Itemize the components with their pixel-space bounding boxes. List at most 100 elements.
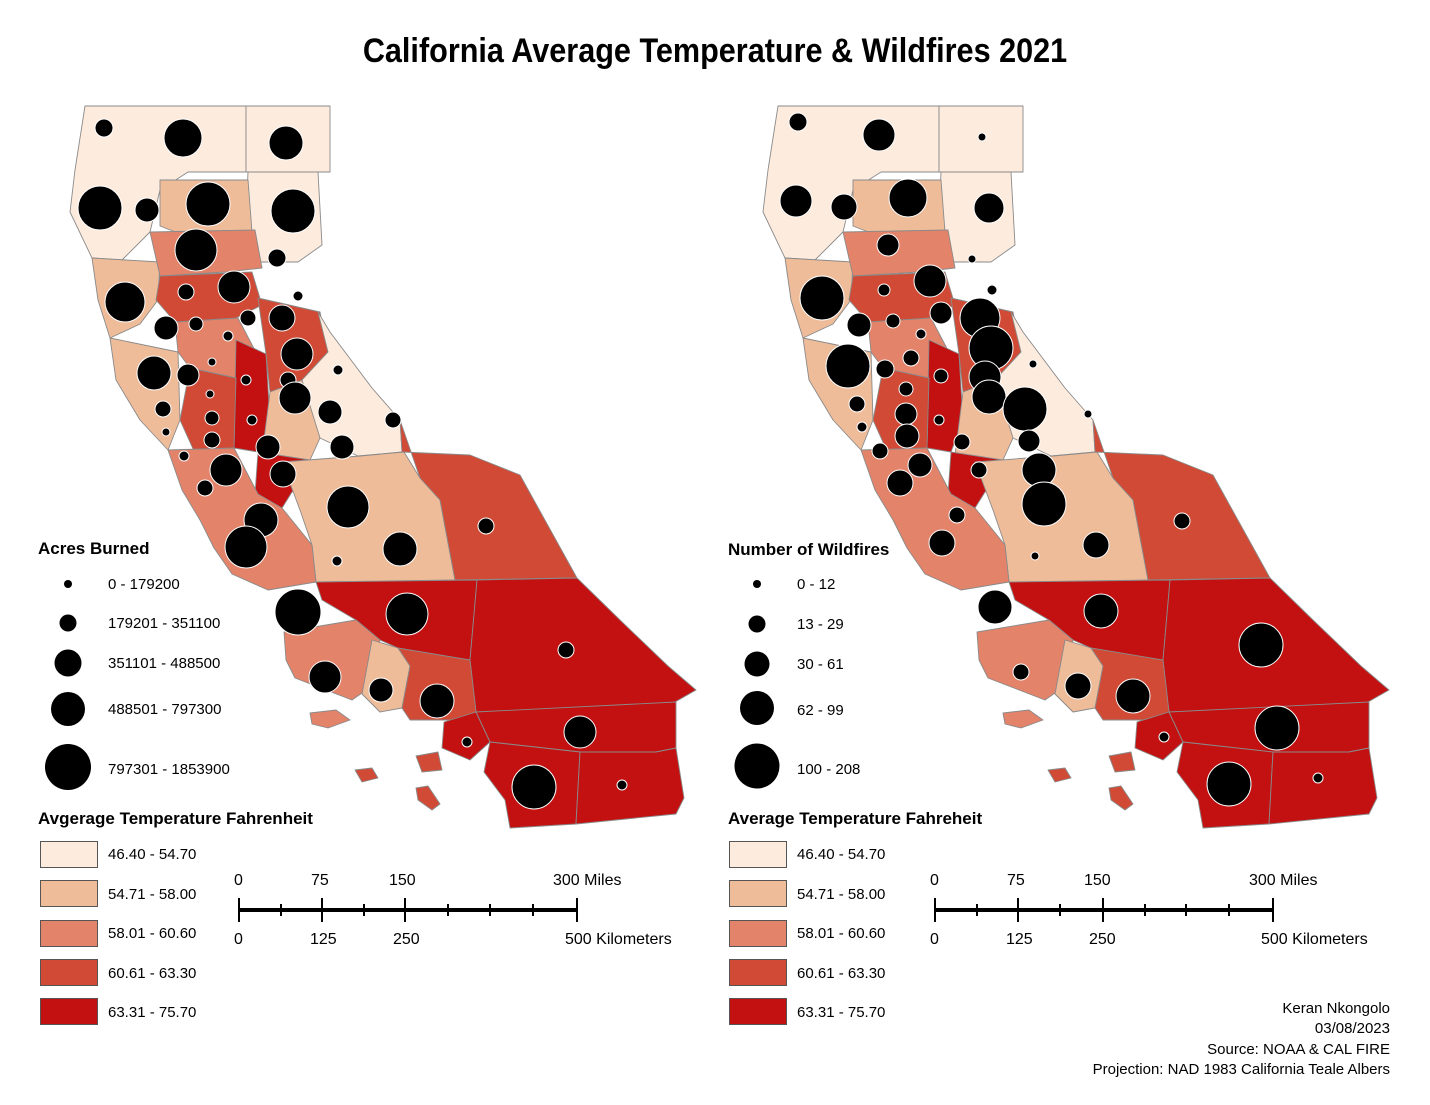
proportional-symbol [907, 452, 933, 478]
proportional-symbol [163, 118, 203, 158]
county-region [1268, 747, 1378, 825]
acres-burned-symbols [77, 118, 628, 810]
proportional-symbol [986, 284, 998, 296]
temp-class-2: 54.71 - 58.00 [108, 886, 197, 903]
temperature-regions-left [69, 105, 697, 829]
county-region [415, 751, 443, 773]
county-region [1108, 785, 1134, 811]
proportional-symbol [1012, 663, 1030, 681]
proportional-symbol [222, 330, 234, 342]
scale-mi-0: 0 [234, 872, 243, 889]
proportional-symbol [830, 193, 858, 221]
proportional-symbol [134, 197, 160, 223]
proportional-symbol [161, 427, 171, 437]
proportional-symbol [886, 469, 914, 497]
proportional-symbol [188, 316, 204, 332]
proportional-symbol [196, 479, 214, 497]
proportional-symbol [419, 683, 455, 719]
county-region [354, 767, 379, 783]
count-class-5: 100 - 208 [797, 761, 861, 778]
proportional-symbol [278, 381, 312, 415]
proportional-symbol [331, 555, 343, 567]
proportional-symbol [871, 442, 889, 460]
proportional-symbol [174, 228, 218, 272]
proportional-symbol [317, 399, 343, 425]
proportional-symbol [153, 315, 179, 341]
proportional-symbol [240, 374, 252, 386]
proportional-symbol [255, 434, 281, 460]
proportional-symbol [385, 592, 429, 636]
symbol-size-1 [64, 580, 72, 588]
symbol-size-3 [54, 649, 82, 677]
proportional-symbol [557, 641, 575, 659]
proportional-symbol [1002, 386, 1048, 432]
temp-class-5: 63.31 - 75.70 [797, 1004, 886, 1021]
proportional-symbol [204, 410, 220, 426]
proportional-symbol [1083, 409, 1093, 419]
scale-mi-150: 150 [1084, 872, 1111, 889]
symbol-size-3 [744, 651, 770, 677]
proportional-symbol [856, 421, 868, 433]
proportional-symbol [280, 337, 314, 371]
proportional-symbol [269, 460, 297, 488]
scale-km-125: 125 [310, 931, 337, 948]
proportional-symbol [862, 118, 896, 152]
proportional-symbol [977, 132, 987, 142]
proportional-symbol [461, 736, 473, 748]
proportional-symbol [948, 506, 966, 524]
proportional-symbol [326, 485, 370, 529]
acres-class-4: 488501 - 797300 [108, 701, 222, 718]
proportional-symbol [1312, 772, 1324, 784]
proportional-symbol [217, 270, 251, 304]
scale-mi-300: 300 Miles [553, 872, 622, 889]
proportional-symbol [270, 188, 316, 234]
proportional-symbol [1115, 678, 1151, 714]
temp-class-4: 60.61 - 63.30 [797, 965, 886, 982]
proportional-symbol [511, 764, 557, 810]
scale-mi-0: 0 [930, 872, 939, 889]
count-class-1: 0 - 12 [797, 576, 836, 593]
proportional-symbol [274, 588, 322, 636]
temp-class-1: 46.40 - 54.70 [797, 846, 886, 863]
proportional-symbol [898, 381, 914, 397]
proportional-symbol [178, 450, 190, 462]
proportional-symbol [902, 349, 920, 367]
count-class-2: 13 - 29 [797, 616, 844, 633]
proportional-symbol [209, 453, 243, 487]
proportional-symbol [267, 248, 287, 268]
page-title: California Average Temperature & Wildfir… [362, 32, 1068, 70]
temp-class-2: 54.71 - 58.00 [797, 886, 886, 903]
county-region [1047, 767, 1072, 783]
proportional-symbol [384, 411, 402, 429]
wildfire-count-symbols [779, 112, 1324, 807]
scale-km-0: 0 [930, 931, 939, 948]
proportional-symbol [205, 389, 215, 399]
proportional-symbol [876, 233, 900, 257]
proportional-symbol [894, 402, 918, 426]
proportional-symbol [104, 281, 146, 323]
proportional-symbol [207, 357, 217, 367]
proportional-symbol [799, 275, 845, 321]
proportional-symbol [1173, 512, 1191, 530]
county-region [1002, 709, 1044, 729]
symbol-size-5 [45, 744, 91, 790]
scale-km-500: 500 Kilometers [1261, 931, 1368, 948]
proportional-symbol [825, 343, 871, 389]
proportional-symbol [77, 185, 123, 231]
proportional-symbol [329, 434, 355, 460]
proportional-symbol [888, 178, 928, 218]
proportional-symbol [1158, 731, 1170, 743]
proportional-symbol [1254, 705, 1300, 751]
credit-projection: Projection: NAD 1983 California Teale Al… [1092, 1061, 1390, 1078]
scale-mi-300: 300 Miles [1249, 872, 1318, 889]
proportional-symbol [933, 414, 945, 426]
proportional-symbol [1021, 481, 1067, 527]
scale-bar-graphic [934, 898, 1274, 922]
temp-class-1: 46.40 - 54.70 [108, 846, 197, 863]
proportional-symbol [1028, 359, 1038, 369]
county-region [575, 747, 685, 825]
proportional-symbol [877, 283, 891, 297]
proportional-symbol [846, 312, 872, 338]
proportional-symbol [977, 589, 1013, 625]
